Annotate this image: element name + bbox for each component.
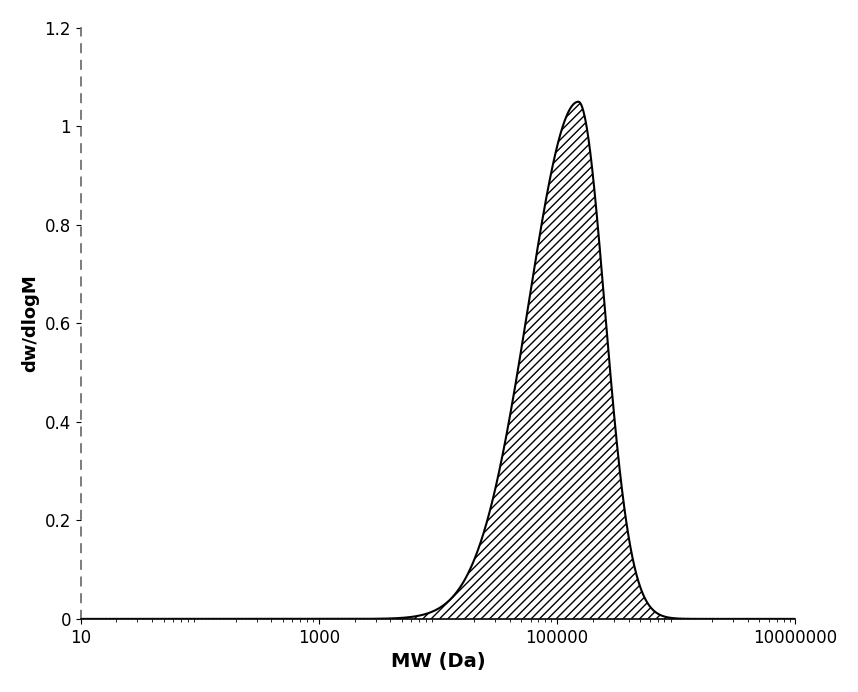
- Y-axis label: dw/dlogM: dw/dlogM: [21, 275, 39, 372]
- X-axis label: MW (Da): MW (Da): [390, 652, 485, 671]
